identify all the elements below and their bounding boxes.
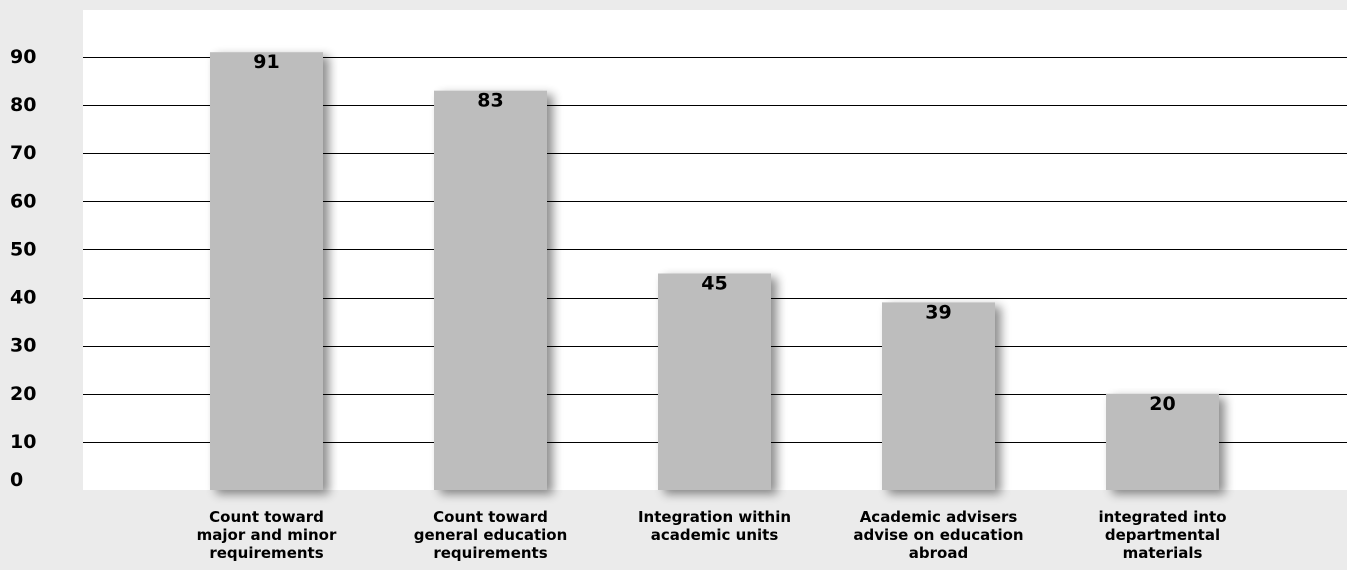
bar [1106, 393, 1219, 490]
y-tick-label: 20 [10, 383, 36, 405]
x-category-label: Integration within academic units [638, 508, 791, 544]
bar-value-label: 45 [701, 273, 727, 295]
x-category-label-line: Integration within [638, 508, 791, 526]
x-category-label-line: major and minor [197, 526, 337, 544]
y-axis-tick-labels: 0 10 20 30 40 50 60 70 80 90 [10, 46, 36, 491]
y-tick-label: 10 [10, 431, 36, 453]
bars: 91 83 45 39 20 [210, 51, 1219, 490]
x-category-label-line: materials [1123, 544, 1203, 562]
x-category-label: integrated into departmental materials [1098, 508, 1226, 562]
x-category-label-line: integrated into [1098, 508, 1226, 526]
bar-value-label: 83 [477, 90, 503, 112]
y-tick-label: 90 [10, 46, 36, 68]
x-category-label-line: Academic advisers [860, 508, 1018, 526]
x-category-label-line: general education [414, 526, 568, 544]
x-category-label-line: requirements [209, 544, 323, 562]
y-tick-label: 40 [10, 287, 36, 309]
bar-value-label: 20 [1149, 393, 1175, 415]
y-tick-label: 30 [10, 335, 36, 357]
x-axis-category-labels: Count toward major and minor requirementsC… [197, 508, 1227, 562]
x-category-label: Count toward general education requirement… [414, 508, 568, 562]
x-category-label-line: abroad [909, 544, 968, 562]
y-tick-label: 70 [10, 142, 36, 164]
x-category-label-line: academic units [651, 526, 779, 544]
bar [210, 52, 323, 490]
y-tick-label: 80 [10, 94, 36, 116]
x-category-label: Count toward major and minor requirements [197, 508, 337, 562]
y-tick-label: 0 [10, 469, 23, 491]
y-tick-label: 60 [10, 190, 36, 212]
bar [658, 273, 771, 490]
bar [882, 302, 995, 490]
bar-value-label: 91 [253, 51, 279, 73]
x-category-label: Academic advisers advise on education abro… [853, 508, 1023, 562]
x-category-label-line: requirements [433, 544, 547, 562]
x-category-label-line: departmental [1105, 526, 1220, 544]
x-category-label-line: Count toward [433, 508, 548, 526]
y-tick-label: 50 [10, 238, 36, 260]
bar-value-label: 39 [925, 301, 951, 323]
x-category-label-line: advise on education [853, 526, 1023, 544]
bar [434, 90, 547, 490]
x-category-label-line: Count toward [209, 508, 324, 526]
